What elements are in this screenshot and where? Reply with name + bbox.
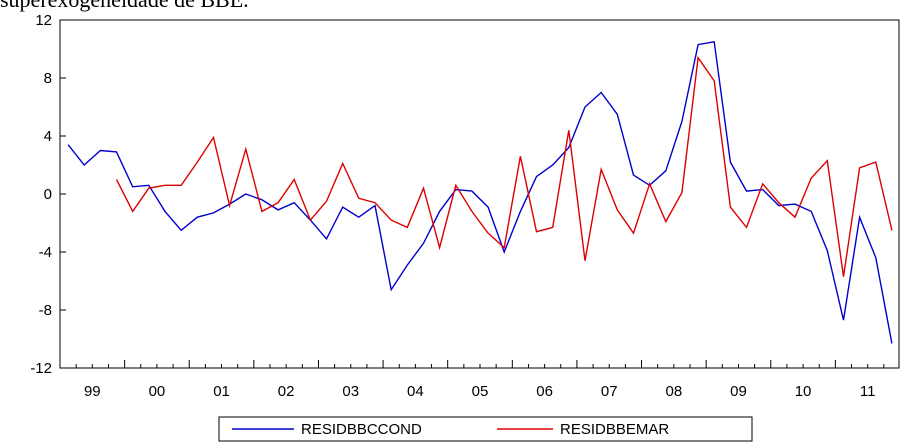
series-line-residbbemar <box>115 55 893 277</box>
x-tick-label: 09 <box>730 383 747 400</box>
x-tick-label: 01 <box>213 383 230 400</box>
series-layer <box>67 40 893 344</box>
y-tick-label: 4 <box>44 128 52 145</box>
x-tick-label: 04 <box>407 383 424 400</box>
x-tick-label: 08 <box>666 383 683 400</box>
legend: RESIDBBCCOND RESIDBBEMAR <box>218 416 753 442</box>
x-tick-label: 06 <box>536 383 553 400</box>
y-tick-label: 8 <box>44 70 52 87</box>
x-tick-label: 10 <box>795 383 812 400</box>
x-tick-label: 11 <box>860 383 876 400</box>
x-tick-label: 07 <box>601 383 618 400</box>
legend-label-residbbemar: RESIDBBEMAR <box>560 421 669 438</box>
legend-label-residbbccond: RESIDBBCCOND <box>301 421 422 438</box>
header-text: superexogeneidade de BBE. <box>0 0 249 13</box>
y-tick-label: -4 <box>39 244 52 261</box>
x-axis: 99 00 01 02 03 04 05 06 07 08 09 10 11 <box>75 360 885 400</box>
legend-box <box>218 416 753 442</box>
plot-frame <box>59 19 900 369</box>
y-tick-label: 12 <box>35 12 52 29</box>
y-axis: -12 -8 -4 0 4 8 12 <box>30 12 66 377</box>
y-tick-label: 0 <box>44 186 52 203</box>
x-tick-label: 99 <box>84 383 101 400</box>
y-tick-label: -8 <box>39 302 52 319</box>
series-line-residbbccond <box>67 40 893 344</box>
x-tick-label: 02 <box>278 383 295 400</box>
x-tick-label: 03 <box>342 383 359 400</box>
y-tick-label: -12 <box>30 360 52 377</box>
x-tick-label: 05 <box>472 383 489 400</box>
plot-border <box>59 19 900 369</box>
x-tick-label: 00 <box>149 383 166 400</box>
